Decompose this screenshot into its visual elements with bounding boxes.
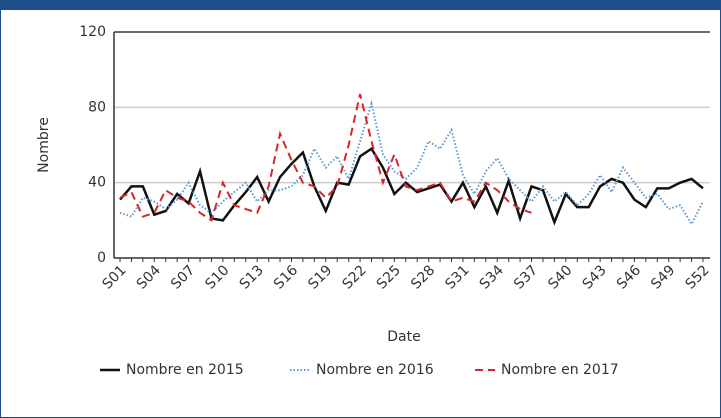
x-axis-title: Date [387, 329, 420, 345]
x-tick-label: S04 [134, 262, 164, 292]
y-tick-label: 0 [97, 250, 106, 266]
title-bar [0, 0, 721, 10]
x-tick-label: S37 [511, 262, 541, 292]
x-tick-label: S34 [477, 262, 507, 292]
x-tick-label: S31 [442, 262, 472, 292]
x-tick-label: S13 [237, 262, 267, 292]
series-line [119, 99, 704, 227]
x-tick-label: S43 [580, 262, 610, 292]
x-tick-label: S49 [648, 262, 678, 292]
x-tick-label: S40 [545, 262, 575, 292]
legend-label: Nombre en 2016 [316, 362, 434, 378]
x-tick-label: S46 [614, 262, 644, 292]
series-line [119, 93, 532, 222]
x-tick-label: S28 [408, 262, 438, 292]
y-axis-title: Nombre [36, 117, 52, 173]
x-tick-label: S07 [168, 262, 198, 292]
x-tick-label: S22 [340, 262, 370, 292]
x-tick-label: S52 [682, 262, 712, 292]
legend-label: Nombre en 2015 [126, 362, 244, 378]
y-tick-label: 40 [88, 175, 106, 191]
x-tick-label: S19 [305, 262, 335, 292]
x-tick-label: S01 [99, 262, 129, 292]
legend-label: Nombre en 2017 [501, 362, 619, 378]
x-tick-label: S16 [271, 262, 301, 292]
y-tick-label: 80 [88, 99, 106, 115]
y-tick-label: 120 [79, 24, 106, 40]
x-tick-label: S25 [374, 262, 404, 292]
x-tick-label: S10 [202, 262, 232, 292]
